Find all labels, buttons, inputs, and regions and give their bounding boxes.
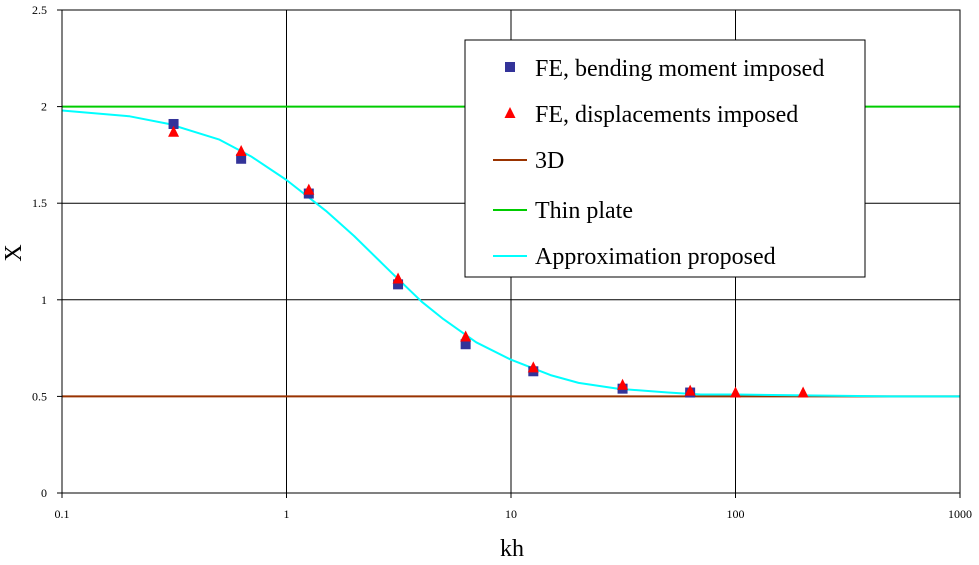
y-tick-label: 2.5 [32, 3, 47, 17]
data-point-fe-bending-moment-imposed [236, 153, 247, 164]
data-point-fe-displacements-imposed [617, 378, 629, 390]
series-line-approximation-proposed [61, 109, 960, 398]
legend-label-fe-bending-moment-imposed: FE, bending moment imposed [535, 56, 824, 82]
x-tick-label: 100 [727, 507, 745, 521]
x-tick-label: 1000 [948, 507, 972, 521]
legend-label-approximation-proposed: Approximation proposed [535, 244, 776, 270]
data-point-fe-displacements-imposed [797, 386, 809, 398]
data-point-fe-bending-moment-imposed [393, 279, 404, 290]
x-axis-title: kh [500, 536, 524, 562]
data-point-fe-displacements-imposed [303, 183, 315, 195]
data-point-fe-displacements-imposed [392, 272, 404, 284]
legend-label-thin-plate: Thin plate [535, 198, 633, 224]
x-tick-label: 1 [284, 507, 290, 521]
y-tick-label: 0.5 [32, 389, 47, 403]
ticks: 0.1 1 10 100 1000 0 0.5 1 1.5 2 2.5 [32, 3, 972, 521]
data-point-fe-displacements-imposed [684, 384, 696, 396]
data-point-fe-displacements-imposed [527, 361, 539, 373]
data-point-fe-bending-moment-imposed [460, 339, 471, 350]
data-point-fe-displacements-imposed [460, 330, 472, 342]
legend: FE, bending moment imposed FE, displaceme… [464, 39, 866, 278]
data-point-fe-displacements-imposed [168, 125, 180, 137]
data-point-fe-displacements-imposed [730, 386, 741, 398]
data-point-fe-displacements-imposed [235, 145, 247, 157]
y-tick-label: 2 [41, 100, 47, 114]
legend-box [464, 39, 866, 278]
y-tick-label: 0 [41, 486, 47, 500]
y-tick-label: 1 [41, 293, 47, 307]
legend-symbol-fe-bending-moment-imposed [505, 62, 515, 72]
series-markers [168, 118, 809, 398]
legend-label-3d: 3D [535, 148, 564, 174]
y-tick-label: 1.5 [32, 196, 47, 210]
x-tick-label: 0.1 [55, 507, 70, 521]
data-point-fe-bending-moment-imposed [168, 118, 179, 129]
x-tick-label: 10 [505, 507, 517, 521]
y-axis-title: X [1, 244, 27, 261]
legend-label-fe-displacements-imposed: FE, displacements imposed [535, 102, 798, 128]
legend-symbol-fe-displacements-imposed [504, 107, 516, 118]
